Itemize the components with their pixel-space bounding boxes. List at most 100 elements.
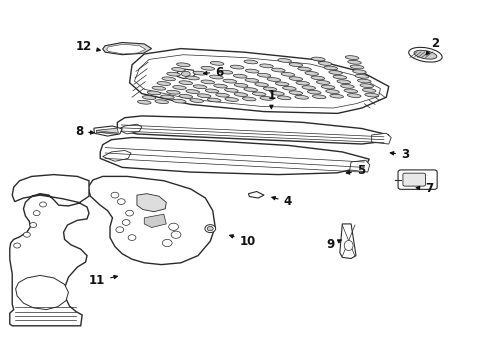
Ellipse shape: [295, 81, 309, 85]
Polygon shape: [177, 69, 195, 78]
Ellipse shape: [301, 86, 315, 90]
Ellipse shape: [244, 78, 258, 82]
Polygon shape: [96, 128, 118, 133]
Ellipse shape: [244, 60, 257, 64]
Text: 6: 6: [203, 66, 223, 78]
Ellipse shape: [230, 65, 244, 69]
Polygon shape: [349, 160, 369, 172]
Text: 3: 3: [389, 148, 408, 161]
Ellipse shape: [347, 60, 361, 64]
Ellipse shape: [233, 74, 246, 78]
Ellipse shape: [210, 62, 224, 65]
Circle shape: [111, 192, 119, 198]
Ellipse shape: [307, 90, 320, 94]
Ellipse shape: [219, 70, 232, 74]
Text: 11: 11: [89, 274, 117, 287]
Ellipse shape: [310, 76, 324, 80]
Polygon shape: [117, 116, 388, 144]
Ellipse shape: [344, 89, 357, 93]
Ellipse shape: [207, 98, 221, 102]
Ellipse shape: [157, 82, 170, 85]
Ellipse shape: [336, 80, 350, 84]
Circle shape: [23, 232, 30, 237]
Ellipse shape: [357, 79, 370, 83]
Ellipse shape: [223, 79, 236, 83]
Polygon shape: [129, 49, 388, 113]
Ellipse shape: [161, 95, 174, 99]
Ellipse shape: [162, 77, 175, 81]
Ellipse shape: [185, 90, 199, 94]
Ellipse shape: [413, 50, 436, 59]
Polygon shape: [106, 44, 145, 54]
Ellipse shape: [142, 96, 156, 99]
Text: 1: 1: [267, 89, 275, 109]
Ellipse shape: [263, 87, 276, 91]
Text: 4: 4: [271, 195, 291, 208]
Ellipse shape: [152, 86, 165, 90]
Ellipse shape: [252, 92, 265, 96]
Circle shape: [117, 199, 125, 204]
Ellipse shape: [179, 81, 192, 85]
Ellipse shape: [294, 95, 308, 99]
Ellipse shape: [270, 91, 284, 95]
Polygon shape: [10, 175, 89, 326]
Circle shape: [14, 243, 20, 248]
Ellipse shape: [181, 71, 190, 76]
Ellipse shape: [324, 66, 337, 70]
Ellipse shape: [172, 99, 185, 103]
Circle shape: [171, 231, 181, 238]
Ellipse shape: [197, 94, 210, 98]
Ellipse shape: [224, 88, 238, 92]
Ellipse shape: [155, 100, 168, 104]
Ellipse shape: [201, 66, 214, 70]
Polygon shape: [371, 133, 390, 144]
Ellipse shape: [316, 81, 329, 84]
Ellipse shape: [364, 93, 378, 97]
Text: 7: 7: [415, 183, 433, 195]
Polygon shape: [88, 176, 215, 265]
Ellipse shape: [234, 93, 247, 96]
Ellipse shape: [242, 97, 255, 101]
FancyBboxPatch shape: [397, 170, 436, 189]
Polygon shape: [134, 55, 380, 108]
Ellipse shape: [147, 91, 161, 95]
Ellipse shape: [275, 82, 288, 86]
Ellipse shape: [321, 85, 334, 89]
Circle shape: [162, 239, 172, 247]
Circle shape: [116, 227, 123, 233]
Ellipse shape: [362, 89, 375, 92]
Ellipse shape: [352, 70, 366, 73]
Ellipse shape: [318, 62, 331, 66]
Ellipse shape: [204, 225, 215, 233]
Polygon shape: [100, 138, 368, 175]
Polygon shape: [102, 150, 131, 161]
Ellipse shape: [179, 94, 192, 98]
Text: 10: 10: [229, 235, 255, 248]
Ellipse shape: [189, 99, 203, 103]
Ellipse shape: [312, 95, 325, 99]
Polygon shape: [339, 224, 355, 258]
Ellipse shape: [172, 86, 186, 89]
Ellipse shape: [215, 93, 229, 97]
Polygon shape: [144, 214, 166, 228]
Ellipse shape: [281, 72, 294, 76]
Ellipse shape: [260, 96, 273, 100]
Ellipse shape: [354, 75, 368, 78]
Ellipse shape: [207, 226, 213, 231]
Text: 5: 5: [346, 165, 365, 177]
Ellipse shape: [201, 80, 214, 84]
Ellipse shape: [259, 64, 273, 68]
Ellipse shape: [166, 72, 180, 76]
Ellipse shape: [305, 72, 318, 75]
Ellipse shape: [254, 83, 268, 86]
Circle shape: [33, 211, 40, 216]
Ellipse shape: [171, 68, 185, 71]
Ellipse shape: [266, 78, 280, 81]
Circle shape: [40, 202, 46, 207]
Circle shape: [122, 220, 130, 225]
Ellipse shape: [193, 85, 206, 89]
Circle shape: [128, 235, 136, 240]
Polygon shape: [137, 194, 166, 212]
Ellipse shape: [137, 100, 151, 104]
Circle shape: [125, 210, 133, 216]
